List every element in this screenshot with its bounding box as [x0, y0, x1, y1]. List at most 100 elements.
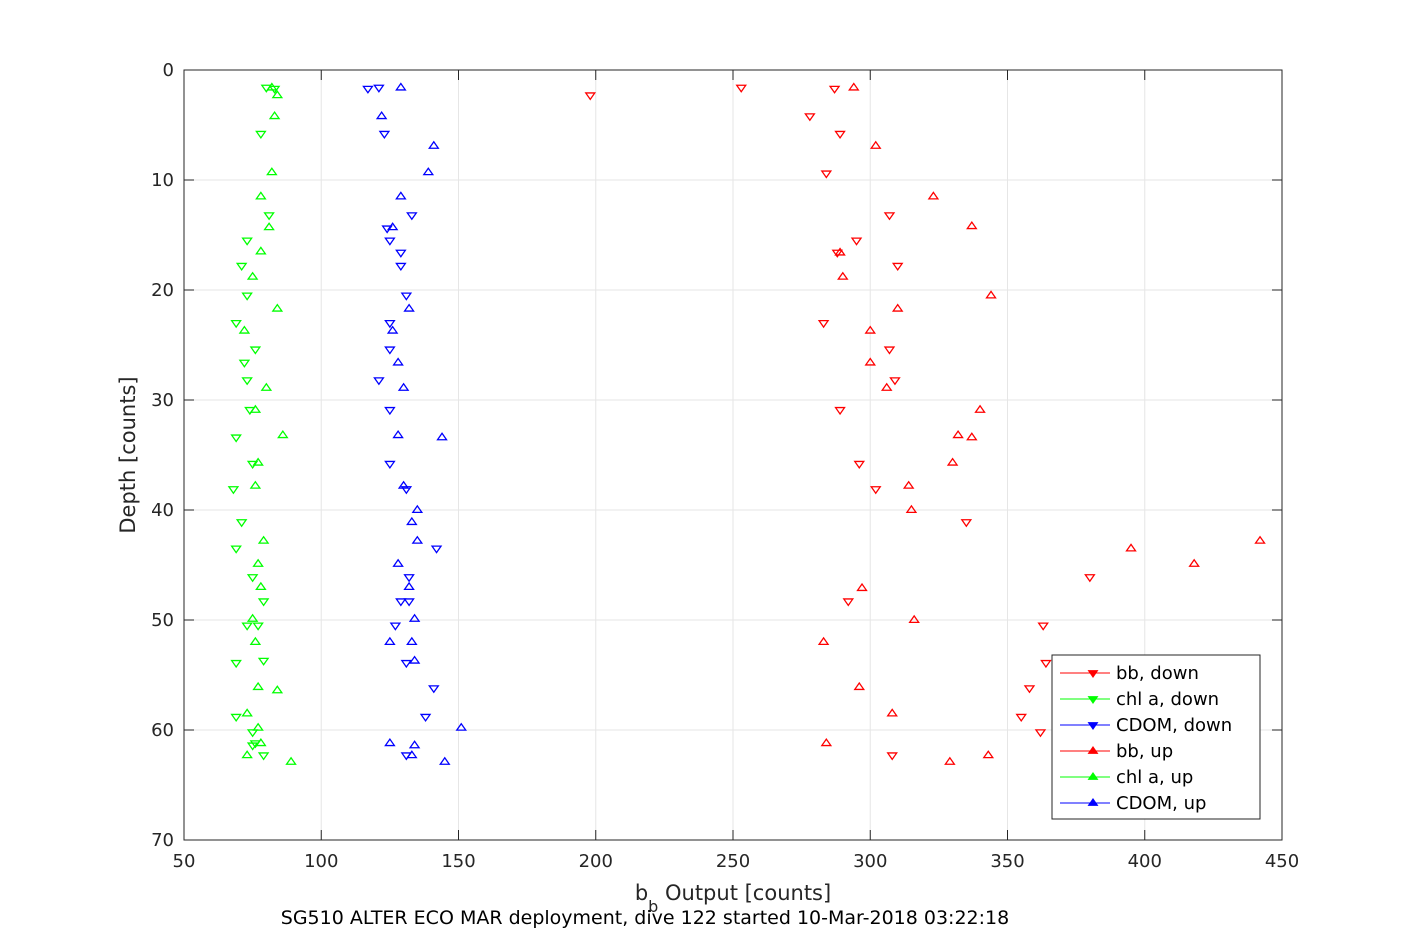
data-point [230, 320, 242, 329]
data-point [436, 432, 448, 441]
data-point [277, 429, 289, 439]
data-point [395, 262, 407, 272]
legend-box [1051, 654, 1261, 820]
data-point [1125, 543, 1137, 552]
data-point [400, 292, 413, 301]
data-point [266, 82, 278, 91]
chart-caption: SG510 ALTER ECO MAR deployment, dive 122… [281, 907, 1009, 929]
data-point [246, 613, 259, 622]
data-point [238, 325, 251, 334]
data-point [230, 545, 242, 554]
data-point [966, 220, 978, 230]
data-point [260, 382, 273, 391]
data-point [285, 756, 297, 765]
data-point [271, 685, 284, 694]
data-point [263, 222, 275, 231]
data-point [241, 708, 253, 717]
data-point [817, 320, 830, 329]
data-point [406, 516, 418, 526]
data-point [864, 357, 876, 366]
legend-marker [1087, 746, 1099, 754]
data-point [395, 191, 407, 200]
y-tick-labels: 0 10 20 30 40 50 60 70 [151, 60, 174, 851]
data-point [869, 140, 882, 149]
data-point [406, 212, 418, 221]
data-point [902, 480, 915, 489]
y-tick-label: 60 [151, 720, 174, 741]
legend-entry-label: CDOM, up [1116, 793, 1206, 814]
data-point [1037, 622, 1049, 631]
data-point [230, 434, 242, 443]
data-point [252, 457, 264, 466]
data-point [392, 558, 404, 567]
data-point [249, 480, 262, 489]
data-point [384, 406, 396, 416]
data-point [735, 84, 747, 93]
data-point [408, 655, 421, 664]
data-point [960, 519, 973, 528]
y-tick-label: 10 [151, 170, 174, 191]
data-point [397, 382, 410, 391]
legend-marker [1087, 772, 1099, 780]
y-tick-label: 50 [151, 610, 174, 631]
data-point [230, 713, 242, 723]
data-point [850, 237, 863, 246]
y-tick-label: 0 [163, 60, 174, 81]
data-point [584, 92, 597, 101]
data-point [263, 212, 275, 221]
data-point [389, 622, 402, 631]
data-point [384, 320, 396, 329]
data-point [842, 598, 855, 607]
data-point [982, 750, 995, 759]
data-point [834, 406, 846, 416]
data-point [249, 346, 262, 355]
series-bb-down [584, 84, 1096, 761]
x-tick-label: 150 [441, 851, 475, 872]
data-point [848, 82, 860, 91]
series-cdom-down [362, 84, 443, 761]
data-point [395, 598, 407, 607]
data-point [927, 191, 940, 200]
legend-entry-label: CDOM, down [1116, 715, 1232, 736]
data-point [820, 170, 833, 179]
legend-marker [1087, 696, 1099, 704]
data-point [241, 237, 253, 246]
data-point [1034, 729, 1047, 738]
data-points [227, 82, 1266, 765]
data-point [257, 598, 270, 607]
data-point [271, 303, 284, 312]
data-point [227, 486, 240, 495]
data-point [395, 249, 407, 258]
data-point [831, 249, 844, 258]
data-point [241, 622, 253, 631]
data-point [834, 247, 846, 256]
data-point [384, 737, 396, 747]
data-point [403, 303, 415, 312]
data-point [241, 292, 253, 301]
data-point [400, 659, 413, 669]
legend-marker [1087, 670, 1099, 678]
data-point [268, 110, 281, 120]
y-tick-label: 70 [151, 830, 174, 851]
legend-entry-label: chl a, up [1116, 767, 1193, 788]
data-point [1015, 713, 1027, 723]
data-point [837, 271, 849, 280]
data-point [255, 737, 267, 747]
data-point [252, 622, 264, 631]
data-point [1188, 558, 1200, 567]
data-point [853, 681, 866, 691]
data-point [403, 574, 415, 583]
legend-entry-label: chl a, down [1116, 689, 1219, 710]
data-point [817, 636, 830, 645]
y-tick-label: 40 [151, 500, 174, 521]
legend: bb, down chl a, down CDOM, down bb, up chl a… [1051, 654, 1261, 820]
data-point [252, 681, 264, 691]
data-point [985, 290, 997, 299]
data-point [886, 708, 898, 717]
x-tick-label: 350 [990, 851, 1024, 872]
data-point [455, 722, 467, 731]
data-point [820, 737, 833, 747]
data-point [386, 325, 399, 334]
data-point [905, 504, 918, 513]
